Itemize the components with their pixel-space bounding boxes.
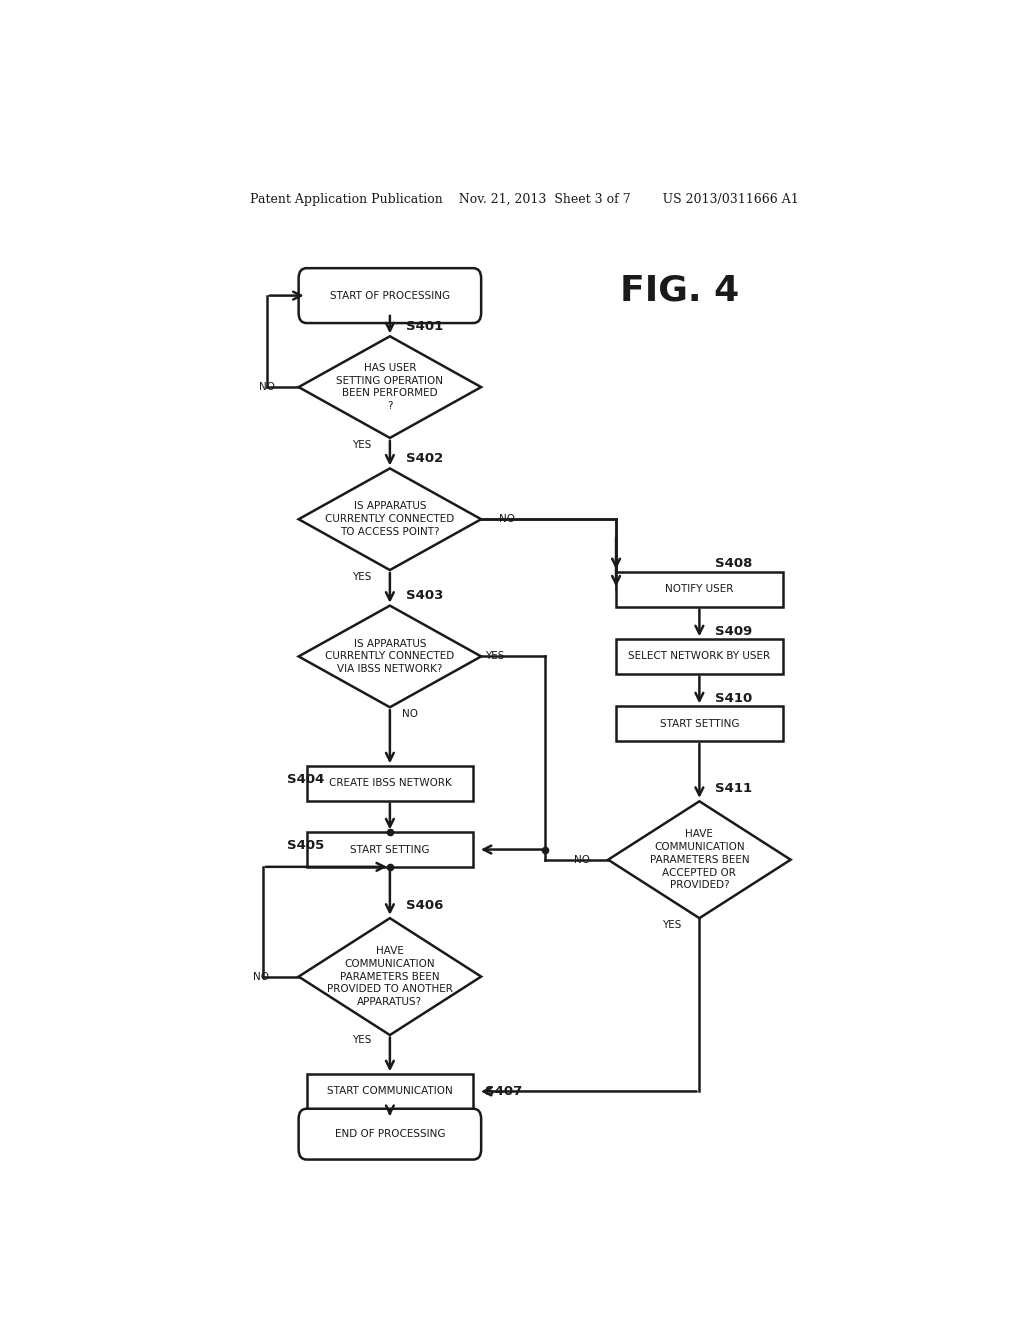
Bar — [306, 1074, 473, 1109]
Text: S403: S403 — [406, 589, 443, 602]
Text: S401: S401 — [406, 319, 443, 333]
Text: S405: S405 — [287, 840, 324, 851]
Text: YES: YES — [485, 652, 505, 661]
Bar — [616, 706, 782, 741]
Bar — [616, 639, 782, 673]
Text: IS APPARATUS
CURRENTLY CONNECTED
TO ACCESS POINT?: IS APPARATUS CURRENTLY CONNECTED TO ACCE… — [326, 502, 455, 537]
Polygon shape — [299, 469, 481, 570]
Text: NO: NO — [259, 381, 274, 392]
Text: NO: NO — [253, 972, 269, 982]
Text: S409: S409 — [715, 624, 753, 638]
Text: CREATE IBSS NETWORK: CREATE IBSS NETWORK — [329, 779, 452, 788]
Text: S408: S408 — [715, 557, 753, 570]
Text: START OF PROCESSING: START OF PROCESSING — [330, 290, 450, 301]
Text: SELECT NETWORK BY USER: SELECT NETWORK BY USER — [629, 652, 770, 661]
Text: HAVE
COMMUNICATION
PARAMETERS BEEN
ACCEPTED OR
PROVIDED?: HAVE COMMUNICATION PARAMETERS BEEN ACCEP… — [649, 829, 750, 890]
Text: YES: YES — [352, 572, 372, 582]
Bar — [616, 572, 782, 607]
Text: NO: NO — [500, 515, 515, 524]
Text: S402: S402 — [406, 451, 443, 465]
Text: NO: NO — [401, 709, 418, 719]
Text: HAVE
COMMUNICATION
PARAMETERS BEEN
PROVIDED TO ANOTHER
APPARATUS?: HAVE COMMUNICATION PARAMETERS BEEN PROVI… — [327, 946, 453, 1007]
Polygon shape — [299, 919, 481, 1035]
Text: S410: S410 — [715, 692, 753, 705]
Text: YES: YES — [662, 920, 681, 929]
Text: NO: NO — [573, 855, 590, 865]
Text: S411: S411 — [715, 781, 753, 795]
Polygon shape — [299, 606, 481, 708]
Bar — [306, 766, 473, 801]
Text: S406: S406 — [406, 899, 443, 912]
Text: YES: YES — [352, 1035, 372, 1044]
Text: NOTIFY USER: NOTIFY USER — [666, 585, 733, 594]
Text: HAS USER
SETTING OPERATION
BEEN PERFORMED
?: HAS USER SETTING OPERATION BEEN PERFORME… — [337, 363, 443, 412]
Text: YES: YES — [352, 440, 372, 450]
Text: S407: S407 — [485, 1085, 522, 1098]
FancyBboxPatch shape — [299, 1109, 481, 1159]
Text: END OF PROCESSING: END OF PROCESSING — [335, 1129, 445, 1139]
Text: Patent Application Publication    Nov. 21, 2013  Sheet 3 of 7        US 2013/031: Patent Application Publication Nov. 21, … — [251, 193, 799, 206]
FancyBboxPatch shape — [299, 268, 481, 323]
Text: S404: S404 — [287, 774, 324, 785]
Text: START SETTING: START SETTING — [659, 718, 739, 729]
Bar — [306, 833, 473, 867]
Polygon shape — [608, 801, 791, 919]
Text: FIG. 4: FIG. 4 — [620, 273, 739, 308]
Text: START SETTING: START SETTING — [350, 845, 430, 854]
Text: START COMMUNICATION: START COMMUNICATION — [327, 1086, 453, 1097]
Polygon shape — [299, 337, 481, 438]
Text: IS APPARATUS
CURRENTLY CONNECTED
VIA IBSS NETWORK?: IS APPARATUS CURRENTLY CONNECTED VIA IBS… — [326, 639, 455, 675]
